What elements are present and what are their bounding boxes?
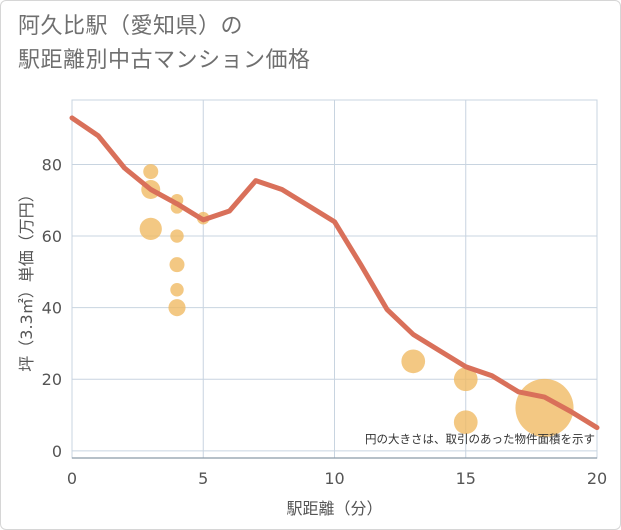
bubble-point: [143, 164, 159, 180]
y-tick-label: 0: [52, 442, 62, 461]
grid-layer: [71, 99, 598, 459]
x-tick-label: 5: [198, 469, 208, 488]
title-line-1: 阿久比駅（愛知県）の: [18, 14, 244, 39]
bubble-point: [169, 257, 185, 273]
trend-line-layer: [69, 115, 600, 431]
y-axis-label: 坪（3.3㎡）単価（万円）: [17, 186, 36, 371]
y-tick-label: 20: [42, 370, 62, 389]
x-axis-label: 駅距離（分）: [286, 499, 382, 518]
x-tick-label: 0: [67, 469, 77, 488]
tick-label-layer: 0 5 10 15 20 0 20 40 60 80: [42, 155, 608, 488]
bubble-point: [170, 229, 184, 243]
bubble-size-note: 円の大きさは、取引のあった物件面積を示す: [365, 432, 595, 446]
y-tick-label: 40: [42, 299, 62, 318]
trend-line: [69, 115, 600, 431]
bubble-point: [168, 299, 186, 317]
bubble-point: [139, 217, 162, 241]
x-tick-label: 10: [324, 469, 344, 488]
y-tick-label: 60: [42, 227, 62, 246]
x-tick-label: 15: [456, 469, 476, 488]
x-tick-label: 20: [587, 469, 607, 488]
bubble-point: [453, 367, 478, 392]
bubble-point: [401, 349, 426, 374]
bubble-point: [453, 410, 478, 435]
bubble-point: [170, 283, 184, 297]
bubble-layer: [139, 164, 574, 437]
y-tick-label: 80: [42, 155, 62, 174]
chart-title: 阿久比駅（愛知県）の 駅距離別中古マンション価格: [18, 10, 311, 78]
title-line-2: 駅距離別中古マンション価格: [18, 48, 311, 73]
